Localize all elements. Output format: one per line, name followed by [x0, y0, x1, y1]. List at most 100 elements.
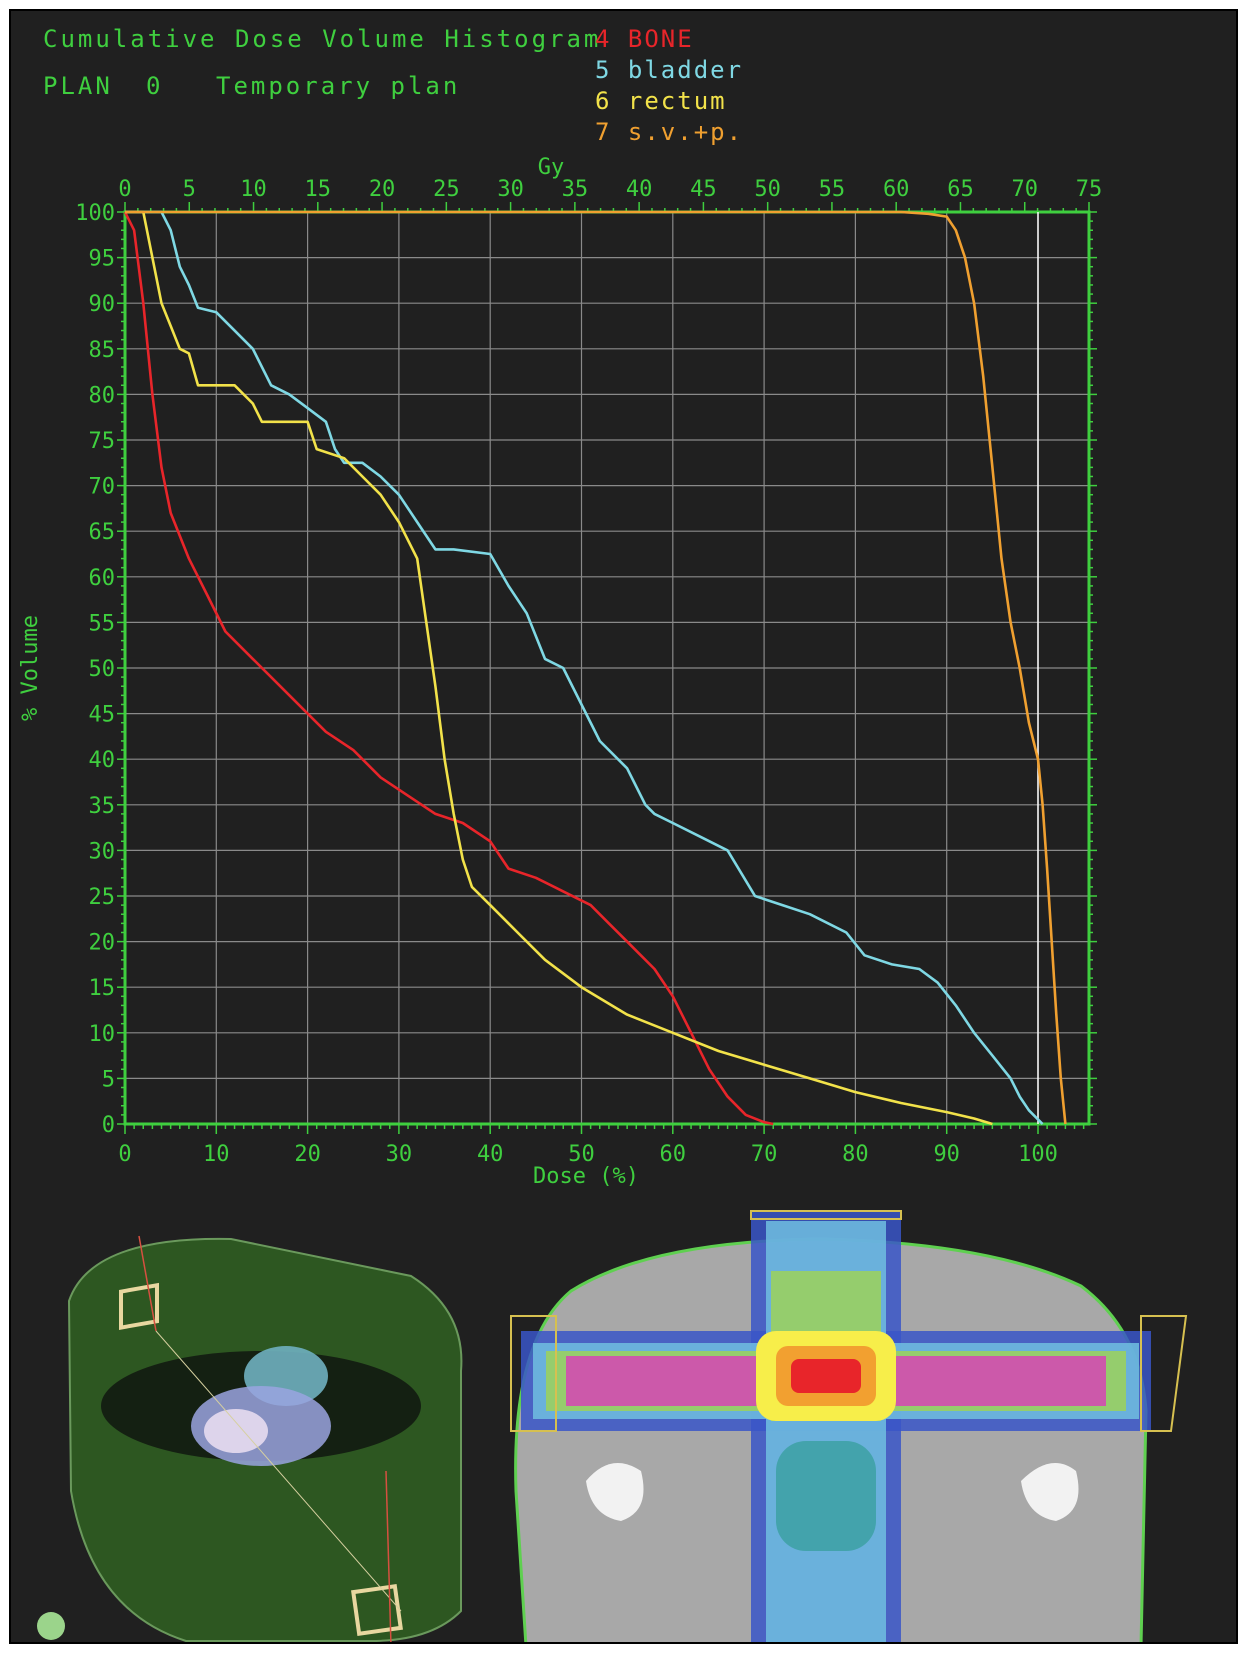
- dose-wash-vertical-green: [771, 1271, 881, 1421]
- x-tick-label: 20: [294, 1142, 321, 1167]
- y-tick-label: 40: [89, 748, 116, 773]
- beam-axis-3: [385, 1470, 392, 1642]
- y-tick-label: 0: [102, 1113, 115, 1138]
- beam-box-lower: [351, 1584, 403, 1636]
- dose-wash-center-yellow: [756, 1331, 896, 1421]
- y-tick-label: 45: [89, 703, 116, 728]
- legend-label: BONE: [627, 25, 694, 53]
- y-tick-label: 50: [89, 657, 116, 682]
- series-line-svp: [125, 210, 1067, 1125]
- x-tick-label: 90: [933, 1142, 960, 1167]
- legend-label: bladder: [627, 56, 744, 84]
- x-axis-label: Dose (%): [533, 1164, 639, 1189]
- legend-label: s.v.+p.: [627, 118, 744, 146]
- beam-box-upper: [119, 1282, 159, 1330]
- y-tick-label: 25: [89, 885, 116, 910]
- ct-bone-right: [1021, 1463, 1079, 1521]
- legend-number: 4: [595, 25, 628, 53]
- dose-wash-horizontal-magenta: [566, 1356, 1106, 1406]
- x-tick-label: 70: [751, 1142, 778, 1167]
- ct-body-contour: [514, 1237, 1148, 1642]
- y-tick-label: 35: [89, 794, 116, 819]
- x-tick-label: 40: [477, 1142, 504, 1167]
- y-axis-label: % Volume: [18, 615, 43, 721]
- body-outline-3d: [67, 1237, 463, 1642]
- dose-wash-center-orange: [776, 1346, 876, 1406]
- organ-prostate-3d: [204, 1409, 268, 1453]
- chart-title: Cumulative Dose Volume Histogram: [43, 25, 602, 53]
- y-tick-label: 80: [89, 383, 116, 408]
- series-line-bladder: [125, 210, 1044, 1125]
- legend-label: rectum: [627, 87, 727, 115]
- x2-tick-label: 50: [754, 177, 781, 202]
- ct-dose-panel: [510, 1210, 1188, 1642]
- x2-tick-label: 10: [240, 177, 267, 202]
- legend-item-svp: 7 s.v.+p.: [595, 118, 743, 146]
- plan-label: PLAN: [43, 72, 113, 100]
- x2-tick-label: 5: [183, 177, 196, 202]
- x-tick-label: 10: [203, 1142, 230, 1167]
- legend-number: 7: [595, 118, 628, 146]
- x2-tick-label: 60: [883, 177, 910, 202]
- y-tick-label: 95: [89, 247, 116, 272]
- x-tick-label: 50: [568, 1142, 595, 1167]
- x2-tick-label: 55: [819, 177, 846, 202]
- x2-axis-label: Gy: [538, 155, 565, 180]
- dose-wash-horizontal-inner: [533, 1343, 1139, 1419]
- legend-item-rectum: 6 rectum: [595, 87, 727, 115]
- x2-tick-label: 15: [305, 177, 332, 202]
- y-tick-label: 65: [89, 520, 116, 545]
- organ-bladder-3d: [244, 1346, 328, 1406]
- rendering-3d-panel: [37, 1235, 463, 1642]
- y-tick-label: 15: [89, 976, 116, 1001]
- y-tick-label: 60: [89, 566, 116, 591]
- beam-axis-2: [155, 1330, 402, 1612]
- legend-number: 5: [595, 56, 628, 84]
- x2-tick-label: 35: [562, 177, 589, 202]
- x-tick-label: 100: [1018, 1142, 1058, 1167]
- x2-tick-label: 40: [626, 177, 653, 202]
- legend-item-bladder: 5 bladder: [595, 56, 743, 84]
- beam-outline-left: [510, 1315, 557, 1432]
- x-tick-label: 30: [386, 1142, 413, 1167]
- y-tick-label: 5: [102, 1067, 115, 1092]
- dose-wash-center-red: [791, 1359, 861, 1393]
- x2-tick-label: 70: [1011, 177, 1038, 202]
- x2-tick-label: 45: [690, 177, 717, 202]
- x2-tick-label: 20: [369, 177, 396, 202]
- series-line-bone: [123, 211, 774, 1126]
- organ-target-3d: [191, 1386, 331, 1466]
- x2-tick-label: 25: [433, 177, 460, 202]
- x2-tick-label: 0: [118, 177, 131, 202]
- y-tick-label: 100: [75, 201, 115, 226]
- dose-wash-vertical-outer: [751, 1211, 901, 1642]
- y-tick-label: 55: [89, 611, 116, 636]
- dvh-chart: 0510152025303540455055606570758085909510…: [18, 155, 1103, 1189]
- y-tick-label: 20: [89, 931, 116, 956]
- legend-number: 6: [595, 87, 628, 115]
- y-tick-label: 10: [89, 1022, 116, 1047]
- plan-number: 0: [146, 72, 164, 100]
- y-tick-label: 75: [89, 429, 116, 454]
- y-tick-label: 70: [89, 475, 116, 500]
- pelvis-opening-3d: [101, 1351, 421, 1461]
- plan-name: Temporary plan: [216, 72, 461, 100]
- x2-tick-label: 30: [497, 177, 524, 202]
- legend-item-bone: 4 BONE: [595, 25, 694, 53]
- x-tick-label: 60: [660, 1142, 687, 1167]
- viewer-frame: Cumulative Dose Volume Histogram PLAN 0 …: [9, 9, 1238, 1644]
- x2-tick-label: 65: [947, 177, 974, 202]
- dose-wash-horizontal-outer: [521, 1331, 1151, 1431]
- x2-tick-label: 75: [1076, 177, 1103, 202]
- x-tick-label: 0: [118, 1142, 131, 1167]
- x-tick-label: 80: [842, 1142, 869, 1167]
- series-line-rectum: [125, 210, 993, 1126]
- y-tick-label: 85: [89, 338, 116, 363]
- orientation-figure-icon: [37, 1612, 65, 1640]
- ct-bone-left: [586, 1463, 644, 1521]
- dose-wash-vertical-inner: [766, 1221, 886, 1642]
- y-tick-label: 90: [89, 292, 116, 317]
- y-tick-label: 30: [89, 839, 116, 864]
- dose-wash-horizontal-green: [546, 1351, 1126, 1411]
- beam-outline-right: [1140, 1315, 1188, 1432]
